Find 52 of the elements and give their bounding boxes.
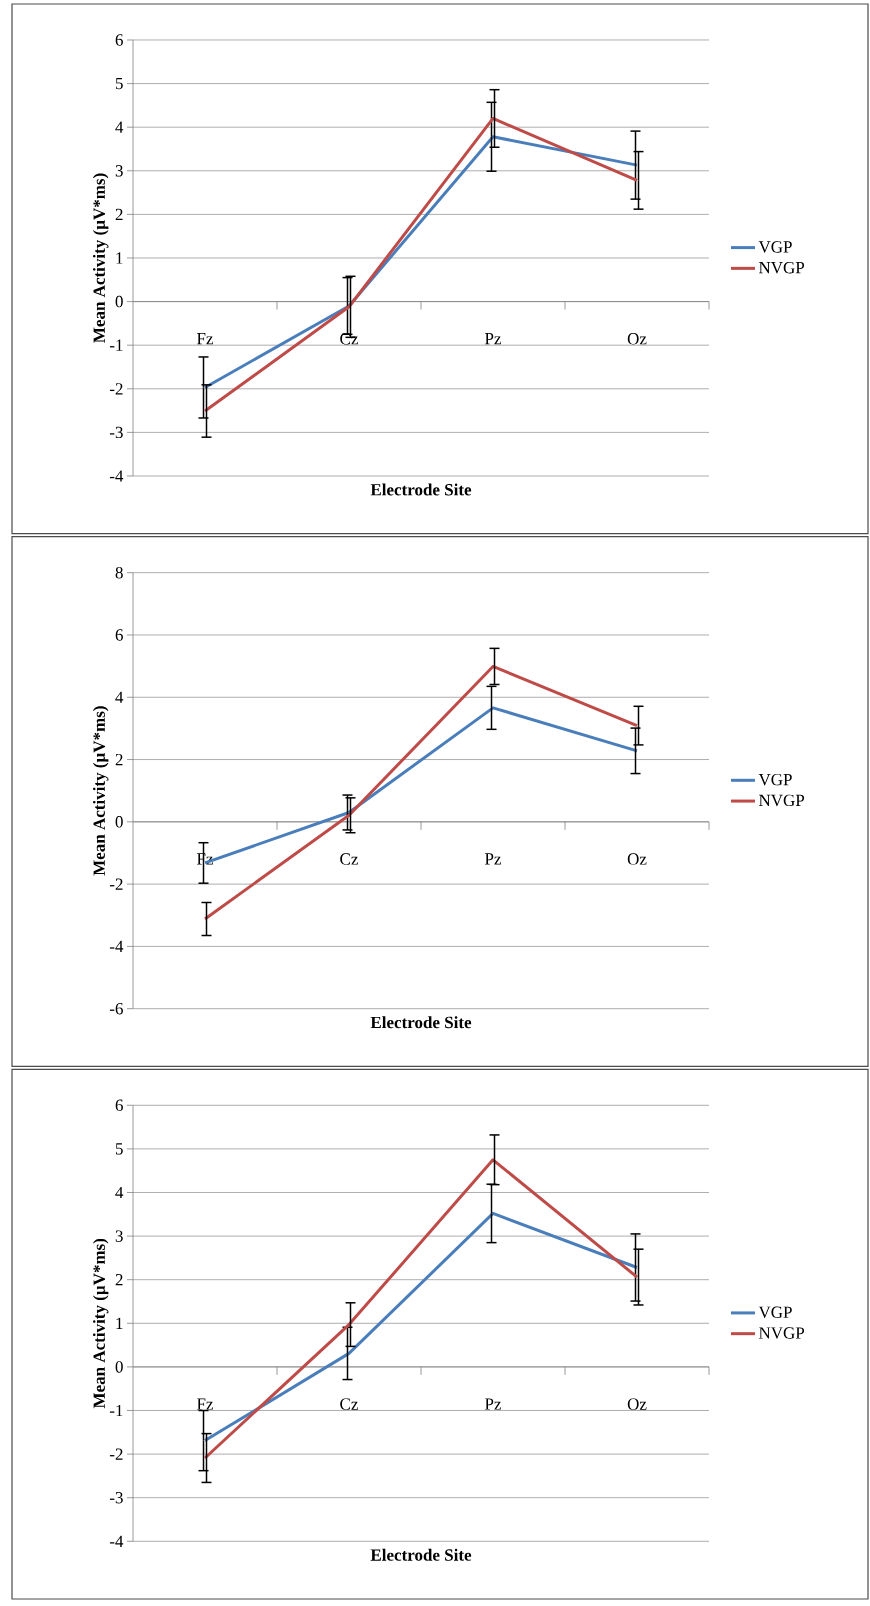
x-tick-label: Fz [196, 1398, 214, 1410]
legend-label: VGP [758, 241, 792, 253]
y-tick-label: 2 [115, 208, 123, 221]
x-tick-label: Oz [627, 1398, 647, 1410]
y-tick-label: -1 [109, 1404, 123, 1417]
legend-label: NVGP [758, 1327, 805, 1339]
y-tick-label: -2 [109, 878, 123, 890]
legend-label: VGP [758, 773, 792, 786]
x-axis-title: Electrode Site [370, 1016, 472, 1029]
x-tick-label: Pz [484, 853, 502, 865]
y-tick-label: 6 [115, 629, 123, 641]
y-tick-label: -6 [109, 1002, 123, 1015]
y-tick-label: -4 [109, 940, 124, 952]
y-tick-label: -3 [109, 1491, 123, 1504]
y-tick-label: 4 [115, 691, 124, 703]
y-tick-label: 1 [116, 1317, 123, 1329]
y-axis-title: Mean Activity (µV*ms) [92, 706, 109, 876]
y-tick-label: -4 [109, 1535, 124, 1547]
y-axis-title: Mean Activity (µV*ms) [92, 1238, 109, 1409]
y-tick-label: 5 [115, 1143, 123, 1155]
y-tick-label: 3 [115, 165, 123, 177]
y-tick-label: 6 [115, 34, 123, 46]
x-axis-title: Electrode Site [370, 483, 472, 496]
y-tick-label: -2 [109, 383, 123, 395]
legend-label: VGP [758, 1306, 792, 1319]
x-tick-label: Cz [340, 853, 358, 865]
y-tick-label: 4 [115, 1186, 124, 1199]
x-tick-label: Pz [484, 333, 502, 345]
legend-label: NVGP [758, 261, 805, 274]
y-axis-title: Mean Activity (µV*ms) [92, 173, 109, 343]
y-tick-label: 8 [115, 566, 123, 579]
x-tick-label: Pz [484, 1398, 502, 1410]
x-tick-label: Oz [627, 853, 647, 865]
y-tick-label: 4 [115, 121, 124, 133]
y-tick-label: 0 [115, 816, 123, 828]
y-tick-label: -2 [109, 1448, 123, 1460]
x-tick-label: Fz [196, 333, 214, 345]
y-tick-label: 0 [115, 1361, 123, 1373]
y-tick-label: 5 [115, 77, 123, 90]
y-tick-label: 3 [115, 1230, 123, 1242]
x-axis-title: Electrode Site [370, 1548, 472, 1561]
x-tick-label: Oz [627, 333, 647, 345]
y-tick-label: 1 [116, 252, 123, 264]
y-tick-label: 0 [115, 295, 123, 308]
y-tick-label: -4 [109, 470, 124, 482]
y-tick-label: 2 [115, 753, 123, 766]
legend-label: NVGP [758, 794, 805, 807]
x-tick-label: Cz [340, 1398, 358, 1410]
y-tick-label: -1 [109, 339, 123, 351]
y-tick-label: 6 [115, 1099, 123, 1112]
y-tick-label: 2 [115, 1274, 123, 1286]
y-tick-label: -3 [109, 426, 123, 439]
